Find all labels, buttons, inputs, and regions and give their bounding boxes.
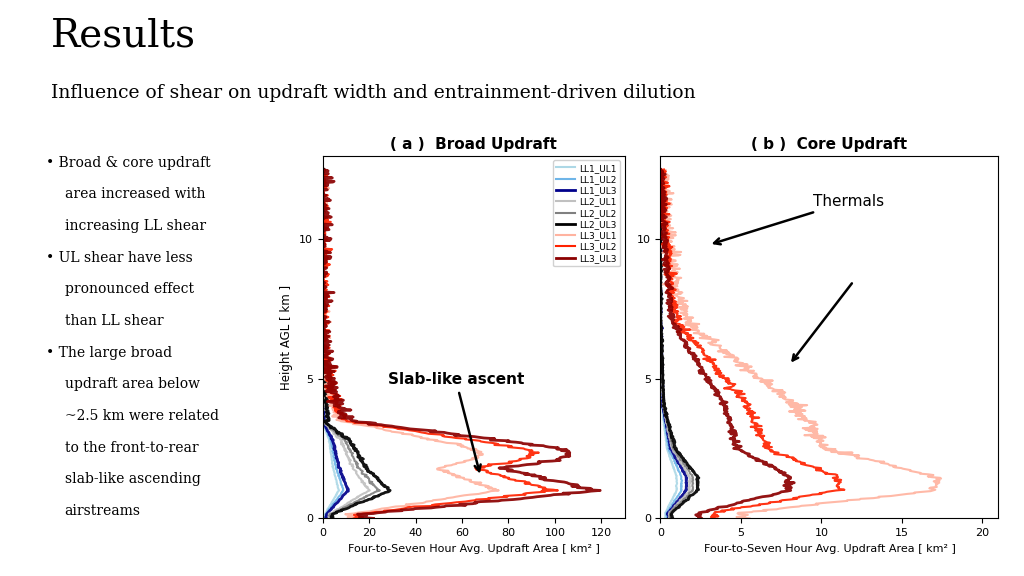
Text: than LL shear: than LL shear <box>65 314 163 328</box>
Text: to the front-to-rear: to the front-to-rear <box>65 441 198 454</box>
Text: Results: Results <box>51 17 197 54</box>
Text: area increased with: area increased with <box>65 187 205 201</box>
Text: • UL shear have less: • UL shear have less <box>46 251 193 264</box>
Text: updraft area below: updraft area below <box>65 377 200 391</box>
Text: pronounced effect: pronounced effect <box>65 282 194 296</box>
Text: increasing LL shear: increasing LL shear <box>65 219 206 233</box>
Title: ( a )  Broad Updraft: ( a ) Broad Updraft <box>390 137 557 151</box>
Text: Influence of shear on updraft width and entrainment-driven dilution: Influence of shear on updraft width and … <box>51 84 696 101</box>
Text: airstreams: airstreams <box>65 504 140 518</box>
X-axis label: Four-to-Seven Hour Avg. Updraft Area [ km² ]: Four-to-Seven Hour Avg. Updraft Area [ k… <box>703 544 955 554</box>
Text: ~2.5 km were related: ~2.5 km were related <box>65 409 218 423</box>
Y-axis label: Height AGL [ km ]: Height AGL [ km ] <box>281 285 293 389</box>
Text: Thermals: Thermals <box>714 194 885 244</box>
Text: slab-like ascending: slab-like ascending <box>65 472 201 486</box>
Text: Slab-like ascent: Slab-like ascent <box>388 373 524 471</box>
Text: • Broad & core updraft: • Broad & core updraft <box>46 156 211 169</box>
X-axis label: Four-to-Seven Hour Avg. Updraft Area [ km² ]: Four-to-Seven Hour Avg. Updraft Area [ k… <box>348 544 599 554</box>
Title: ( b )  Core Updraft: ( b ) Core Updraft <box>752 137 907 151</box>
Legend: LL1_UL1, LL1_UL2, LL1_UL3, LL2_UL1, LL2_UL2, LL2_UL3, LL3_UL1, LL3_UL2, LL3_UL3: LL1_UL1, LL1_UL2, LL1_UL3, LL2_UL1, LL2_… <box>553 160 621 266</box>
Text: • The large broad: • The large broad <box>46 346 172 359</box>
